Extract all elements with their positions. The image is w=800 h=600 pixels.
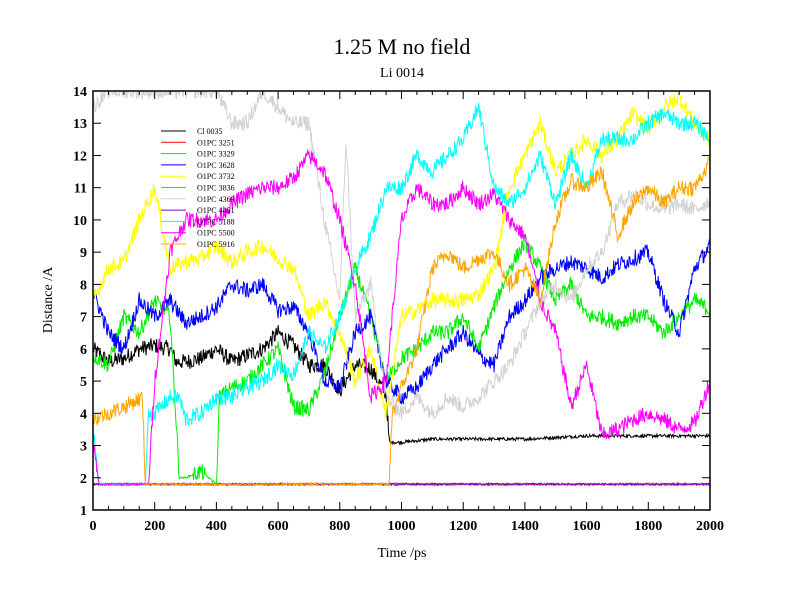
y-tick-label: 5: [80, 375, 87, 390]
legend-label: Cl 0035: [197, 127, 223, 136]
legend-label: O1PC 5916: [197, 240, 235, 249]
chart-subtitle: Li 0014: [380, 66, 424, 81]
legend-label: O1PC 3251: [197, 138, 235, 147]
y-tick-label: 9: [80, 246, 87, 261]
series-line-o1pc-5188: [93, 102, 710, 487]
x-tick-label: 1400: [511, 519, 539, 534]
x-tick-label: 1200: [449, 519, 477, 534]
x-tick-label: 1800: [634, 519, 662, 534]
x-tick-label: 1600: [573, 519, 601, 534]
series-line-o1pc-3732: [93, 91, 710, 420]
y-tick-label: 7: [80, 311, 87, 326]
series-line-cl-0035: [93, 325, 710, 446]
series-line-o1pc-4369: [93, 91, 710, 421]
x-tick-label: 200: [144, 519, 165, 534]
legend-label: O1PC 3836: [197, 184, 235, 193]
y-axis-label: Distance /A: [41, 266, 56, 333]
axis-ticks: 0 200 400 600 800 1000 1200 1400 1600 1800 2000123…: [73, 85, 724, 534]
legend-label: O1PC 4451: [197, 206, 235, 215]
y-tick-label: 12: [73, 149, 87, 164]
legend-label: O1PC 3329: [197, 150, 235, 159]
y-tick-label: 2: [80, 472, 87, 487]
y-tick-label: 1: [80, 504, 87, 519]
x-tick-label: 800: [329, 519, 350, 534]
y-tick-label: 4: [80, 407, 87, 422]
x-tick-label: 1000: [388, 519, 416, 534]
series-line-o1pc-5500: [93, 149, 710, 487]
y-tick-label: 11: [74, 182, 87, 197]
y-tick-label: 3: [80, 440, 87, 455]
x-tick-label: 600: [268, 519, 289, 534]
y-tick-label: 6: [80, 343, 87, 358]
series-line-o1pc-5916: [93, 156, 710, 487]
x-axis-label: Time /ps: [378, 546, 427, 561]
x-tick-label: 0: [90, 519, 97, 534]
legend-label: O1PC 5500: [197, 229, 235, 238]
series-line-o1pc-3628: [93, 239, 710, 405]
x-tick-label: 400: [206, 519, 227, 534]
y-tick-label: 14: [73, 85, 87, 100]
y-tick-label: 8: [80, 278, 87, 293]
x-tick-label: 2000: [696, 519, 724, 534]
legend: Cl 0035 O1PC 3251 O1PC 3329 O1PC 3628 O1PC 3…: [161, 127, 235, 249]
legend-label: O1PC 3732: [197, 172, 235, 181]
chart-title: 1.25 M no field: [334, 34, 471, 59]
series-group: [93, 91, 710, 487]
y-tick-label: 13: [73, 117, 87, 132]
legend-label: O1PC 3628: [197, 161, 235, 170]
series-line-o1pc-3329: [93, 235, 710, 485]
y-tick-label: 10: [73, 214, 87, 229]
legend-label: O1PC 5188: [197, 217, 235, 226]
legend-label: O1PC 4369: [197, 195, 235, 204]
